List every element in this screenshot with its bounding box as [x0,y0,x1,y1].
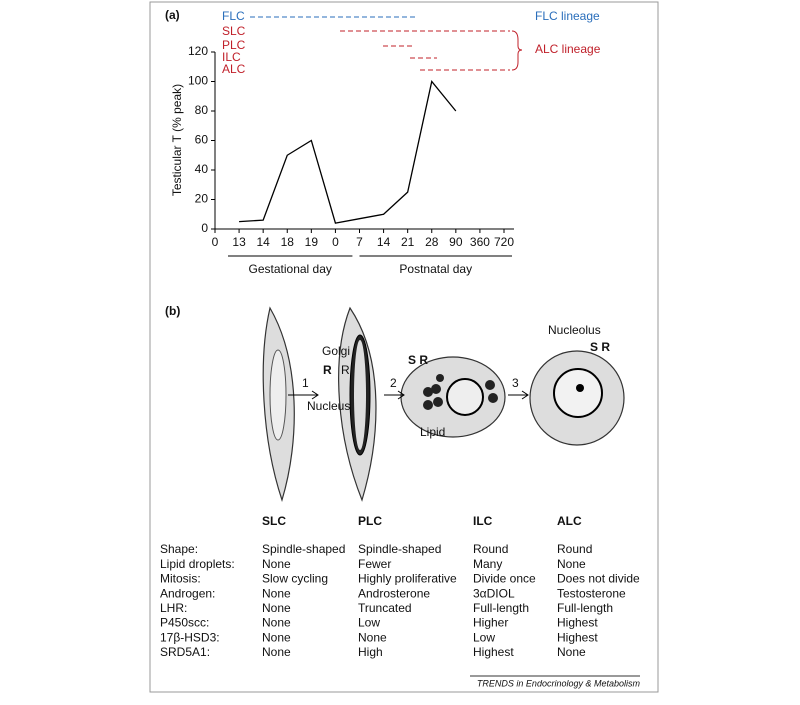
table-cell: None [557,557,586,571]
x-tick-label: 720 [494,235,514,249]
table-cell: Highly proliferative [358,572,457,586]
x-tick-label: 7 [356,235,363,249]
x-tick-label: 19 [305,235,319,249]
table-cell: Low [473,630,495,644]
y-tick-label: 100 [188,74,208,88]
y-tick-label: 60 [195,133,209,147]
table-cell: Round [557,542,592,556]
table-cell: None [358,630,387,644]
table-header: ALC [557,514,582,528]
row-label: Androgen: [160,586,215,600]
x-tick-label: 360 [470,235,490,249]
table-cell: Slow cycling [262,572,328,586]
table-cell: None [262,586,291,600]
diagram-label: S R [408,353,428,367]
x-tick-label: 18 [281,235,295,249]
table-cell: Round [473,542,508,556]
y-tick-label: 80 [195,103,209,117]
lineage-label: ILC [222,50,241,64]
x-tick-label: 13 [232,235,246,249]
x-tick-label: 21 [401,235,415,249]
table-cell: None [557,645,586,659]
row-label: SRD5A1: [160,645,210,659]
row-label: Lipid droplets: [160,557,235,571]
table-cell: Highest [557,616,598,630]
table-cell: Spindle-shaped [262,542,345,556]
lineage-label: SLC [222,24,246,38]
table-cell: Full-length [557,601,613,615]
lineage-label: ALC [222,62,246,76]
table-cell: Low [358,616,380,630]
table-header: ILC [473,514,493,528]
frame [149,1,659,693]
table-cell: 3αDIOL [473,586,515,600]
diagram-label: Lipid [420,425,445,439]
footer: TRENDS in Endocrinology & Metabolism [477,678,641,688]
diagram-label: Golgi [322,344,350,358]
table-cell: None [262,601,291,615]
step-label: 1 [302,376,309,390]
table-cell: Truncated [358,601,412,615]
diagram-label: S R [590,340,610,354]
y-tick-label: 120 [188,44,208,58]
lineage-spans [250,16,523,71]
lineage-title: FLC lineage [535,9,600,23]
lineage-label: FLC [222,9,245,23]
table-cell: Divide once [473,572,536,586]
step-label: 2 [390,376,397,390]
y-tick-label: 0 [201,221,208,235]
row-label: 17β-HSD3: [160,630,220,644]
table-cell: None [262,645,291,659]
table-cell: Androsterone [358,586,430,600]
table-cell: Testosterone [557,586,626,600]
x-tick-label: 14 [256,235,270,249]
step-label: 3 [512,376,519,390]
y-axis-label: Testicular T (% peak) [170,84,184,196]
table-cell: High [358,645,383,659]
table-cell: None [262,557,291,571]
row-label: LHR: [160,601,187,615]
group-label: Postnatal day [399,262,472,276]
row-label: Shape: [160,542,198,556]
diagram-label: Nucleus [307,399,350,413]
x-tick-label: 90 [449,235,463,249]
panel-label: (b) [165,304,180,318]
x-tick-label: 0 [212,235,219,249]
row-label: Mitosis: [160,572,201,586]
line-series [239,80,457,224]
table-cell: Higher [473,616,508,630]
table-cell: Spindle-shaped [358,542,441,556]
table-cell: Highest [557,630,598,644]
x-tick-label: 0 [332,235,339,249]
panel-label: (a) [165,8,180,22]
x-tick-label: 14 [377,235,391,249]
cells [262,306,625,502]
row-label: P450scc: [160,616,209,630]
y-tick-label: 40 [195,162,209,176]
table-cell: Full-length [473,601,529,615]
table-header: SLC [262,514,286,528]
table-header: PLC [358,514,382,528]
diagram-label: R [323,363,332,377]
table-cell: None [262,630,291,644]
x-tick-label: 28 [425,235,439,249]
table-cell: None [262,616,291,630]
diagram-label: R [341,363,350,377]
group-label: Gestational day [249,262,332,276]
table-cell: Highest [473,645,514,659]
table-cell: Many [473,557,502,571]
table-cell: Does not divide [557,572,640,586]
lineage-title: ALC lineage [535,42,601,56]
lineage-label: PLC [222,38,246,52]
y-tick-label: 20 [195,192,209,206]
diagram-label: Nucleolus [548,323,601,337]
table-cell: Fewer [358,557,391,571]
